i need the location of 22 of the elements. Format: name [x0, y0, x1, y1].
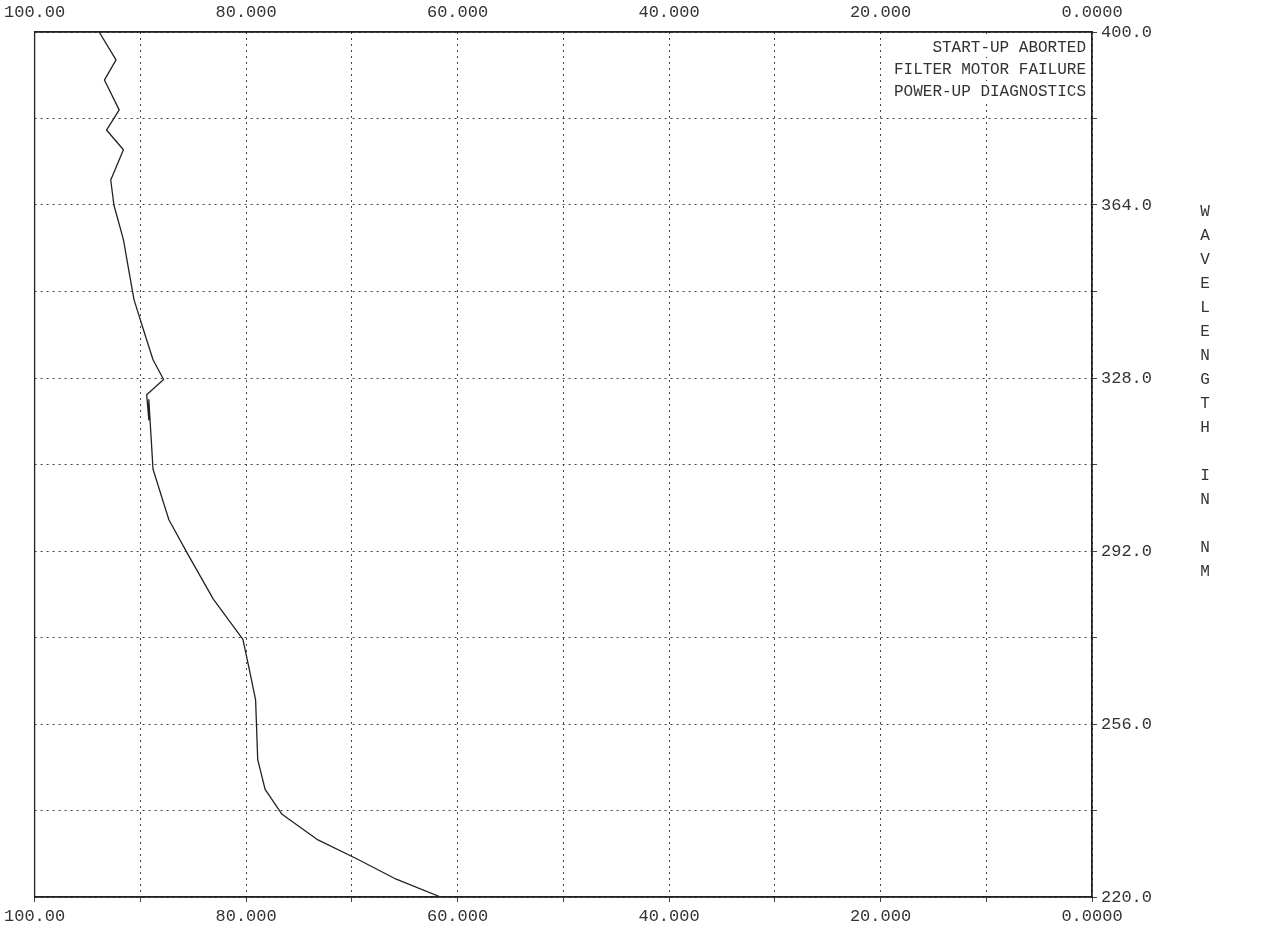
x-tick-label: 80.000	[215, 906, 277, 926]
y-tick-label: 220.0	[1101, 887, 1153, 907]
y-tick-label: 364.0	[1101, 195, 1153, 215]
x-tick-label: 40.000	[638, 906, 700, 926]
y-tick-label: 256.0	[1101, 714, 1153, 734]
text: WAVELENGTH IN NM	[1200, 203, 1210, 581]
annotation: START-UP ABORTED	[932, 39, 1086, 58]
x2-tick-label: 60.000	[426, 3, 489, 23]
x2-tick-label: 40.000	[638, 3, 700, 23]
y-tick-label: 400.0	[1101, 22, 1153, 42]
x2-tick-label: 100.00	[4, 3, 66, 23]
annotation: FILTER MOTOR FAILURE	[893, 61, 1086, 80]
annotation: POWER-UP DIAGNOSTICS	[893, 83, 1086, 102]
x-tick-label: 60.000	[426, 906, 489, 926]
x-tick-label: 20.000	[849, 906, 912, 926]
y-tick-label: 292.0	[1101, 541, 1153, 561]
y-tick-label: 328.0	[1101, 368, 1153, 388]
x2-tick-label: 0.0000	[1061, 3, 1123, 23]
x-tick-label: 0.0000	[1061, 906, 1123, 926]
x2-tick-label: 80.000	[215, 3, 277, 23]
x2-tick-label: 20.000	[849, 3, 912, 23]
x-tick-label: 100.00	[4, 906, 66, 926]
